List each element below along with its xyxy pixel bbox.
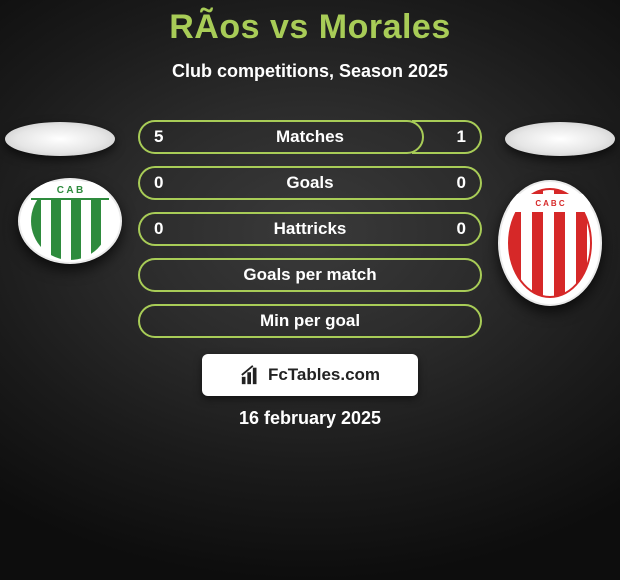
stat-row-hattricks: 0 0 Hattricks (138, 212, 482, 246)
brand-box[interactable]: FcTables.com (202, 354, 418, 396)
comparison-card: RÃ­os vs Morales Club competitions, Seas… (0, 0, 620, 580)
stat-label: Min per goal (260, 311, 360, 331)
stat-left-value: 0 (154, 219, 163, 239)
stat-right-value: 0 (457, 173, 466, 193)
stat-right-pill: 1 (412, 120, 482, 154)
club-crest-right: C A B C (498, 180, 602, 306)
stat-left-pill: 0 (138, 212, 310, 246)
crest-left-stripes: ★ C A B (31, 182, 109, 260)
player-left-placeholder (5, 122, 115, 156)
date-line: 16 february 2025 (0, 408, 620, 429)
subtitle: Club competitions, Season 2025 (0, 61, 620, 82)
bar-chart-icon (240, 364, 262, 386)
player-right-placeholder (505, 122, 615, 156)
page-title: RÃ­os vs Morales (0, 0, 620, 47)
stat-left-pill: 0 (138, 166, 310, 200)
stat-full-pill: Goals per match (138, 258, 482, 292)
stat-row-gpm: Goals per match (138, 258, 482, 292)
stat-full-pill: Min per goal (138, 304, 482, 338)
stat-row-mpg: Min per goal (138, 304, 482, 338)
stat-left-value: 5 (154, 127, 163, 147)
stat-row-matches: 5 1 Matches (138, 120, 482, 154)
stat-left-value: 0 (154, 173, 163, 193)
club-crest-left: ★ C A B (18, 178, 122, 264)
stat-right-pill: 0 (310, 166, 482, 200)
stat-row-goals: 0 0 Goals (138, 166, 482, 200)
stat-right-value: 0 (457, 219, 466, 239)
crest-right-monogram: C A B C (510, 194, 590, 212)
stat-left-pill: 5 (138, 120, 424, 154)
stat-right-pill: 0 (310, 212, 482, 246)
stat-right-value: 1 (457, 127, 466, 147)
stat-label: Goals per match (243, 265, 376, 285)
stats-area: 5 1 Matches 0 0 Goals 0 0 Hattric (138, 120, 482, 350)
brand-text: FcTables.com (268, 365, 380, 385)
crest-right-stripes: C A B C (508, 188, 592, 298)
crest-left-monogram: C A B (31, 182, 109, 200)
